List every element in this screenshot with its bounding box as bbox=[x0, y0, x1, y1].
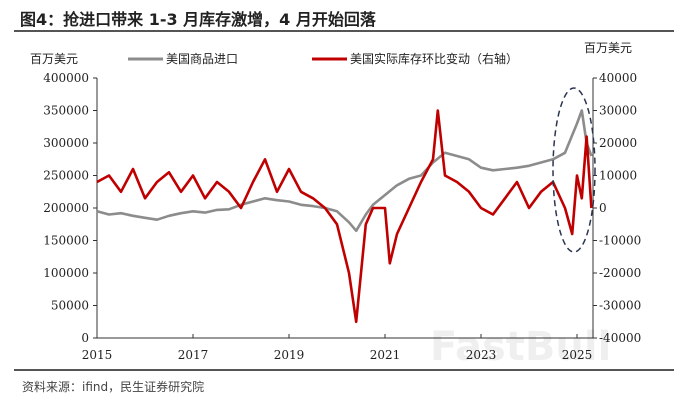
left-tick-label: 250000 bbox=[43, 169, 89, 183]
legend-label-imports: 美国商品进口 bbox=[166, 51, 238, 66]
left-tick-label: 400000 bbox=[43, 71, 89, 85]
legend-label-inventory: 美国实际库存环比变动（右轴） bbox=[350, 51, 518, 66]
chart: 百万美元 百万美元 美国商品进口 美国实际库存环比变动（右轴） 0 50000 10… bbox=[30, 41, 641, 370]
x-tick-label: 2025 bbox=[562, 348, 593, 362]
right-tick-label: 10000 bbox=[599, 169, 637, 183]
series-line-inventory bbox=[96, 109, 593, 324]
left-tick-label: 100000 bbox=[43, 266, 89, 280]
x-tick-label: 2023 bbox=[466, 348, 497, 362]
footer-rule bbox=[14, 369, 674, 371]
left-tick-label: 0 bbox=[81, 331, 89, 345]
right-tick-label: 0 bbox=[599, 201, 607, 215]
x-tick-label: 2021 bbox=[370, 348, 401, 362]
right-tick-label: -20000 bbox=[599, 266, 641, 280]
left-tick-label: 350000 bbox=[43, 104, 89, 118]
left-axis-unit: 百万美元 bbox=[30, 52, 78, 66]
right-tick-label: -40000 bbox=[599, 331, 641, 345]
x-tick-label: 2017 bbox=[178, 348, 209, 362]
right-tick-label: -10000 bbox=[599, 234, 641, 248]
highlight-ellipse bbox=[552, 87, 596, 253]
watermark: FastBull bbox=[430, 324, 611, 370]
left-tick-label: 300000 bbox=[43, 136, 89, 150]
series-line-imports bbox=[96, 109, 593, 233]
right-tick-label: 40000 bbox=[599, 71, 637, 85]
left-tick-label: 150000 bbox=[43, 234, 89, 248]
title-rule bbox=[14, 30, 674, 32]
right-axis-unit: 百万美元 bbox=[584, 41, 632, 55]
source-note: 资料来源：ifind，民生证券研究院 bbox=[22, 380, 205, 394]
figure-title: 图4：抢进口带来 1-3 月库存激增，4 月开始回落 bbox=[20, 10, 376, 29]
x-tick-label: 2015 bbox=[82, 348, 113, 362]
right-tick-label: 20000 bbox=[599, 136, 637, 150]
right-tick-label: 30000 bbox=[599, 104, 637, 118]
left-tick-label: 200000 bbox=[43, 201, 89, 215]
left-tick-label: 50000 bbox=[51, 299, 89, 313]
right-tick-label: -30000 bbox=[599, 299, 641, 313]
x-tick-label: 2019 bbox=[274, 348, 305, 362]
